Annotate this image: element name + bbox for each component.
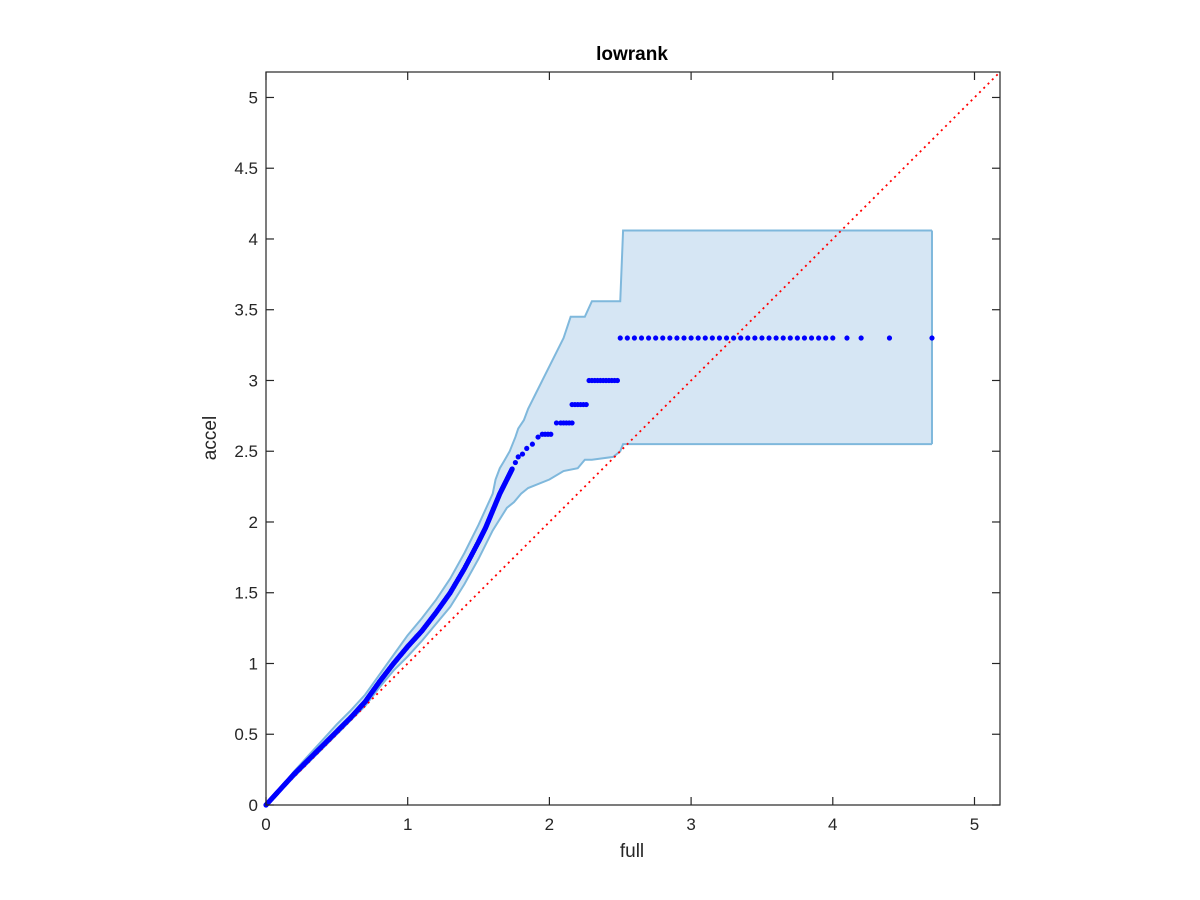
y-axis-label: accel xyxy=(200,416,221,460)
data-point xyxy=(569,420,575,426)
data-point xyxy=(723,335,730,341)
x-tick-label: 4 xyxy=(828,815,837,834)
data-point xyxy=(535,434,541,440)
data-point xyxy=(716,335,723,341)
data-point xyxy=(808,335,815,341)
data-point xyxy=(816,335,822,341)
x-tick-label: 0 xyxy=(261,815,270,834)
tick-labels: 0 1 2 3 4 5 0 0.5 1 1.5 2 2.5 3 3.5 4 4.5 5 xyxy=(234,88,979,834)
data-point xyxy=(512,459,518,466)
plot-frame xyxy=(265,71,1001,806)
data-point xyxy=(631,335,638,341)
y-tick-label: 4.5 xyxy=(234,159,258,178)
data-point xyxy=(752,335,758,341)
reference-diagonal xyxy=(265,71,1001,806)
data-point xyxy=(548,431,554,437)
data-point xyxy=(614,377,621,384)
data-point xyxy=(667,335,673,341)
data-point xyxy=(519,451,526,457)
data-point xyxy=(794,335,800,341)
data-point xyxy=(823,335,829,341)
chart-title: lowrank xyxy=(596,44,668,65)
data-point xyxy=(624,335,630,341)
x-axis-label: full xyxy=(620,841,644,862)
data-point xyxy=(702,335,708,341)
data-point xyxy=(660,335,666,341)
data-point xyxy=(553,420,560,426)
data-point xyxy=(688,335,694,341)
data-point xyxy=(787,335,793,341)
data-point xyxy=(709,335,715,341)
y-tick-label: 3 xyxy=(249,371,258,390)
data-point xyxy=(583,401,589,408)
band-fill xyxy=(266,230,932,806)
data-point xyxy=(886,335,893,341)
data-point xyxy=(515,454,521,460)
x-tick-label: 1 xyxy=(403,815,412,834)
data-point xyxy=(780,335,786,341)
data-point xyxy=(638,335,645,341)
data-point xyxy=(681,335,687,341)
confidence-band xyxy=(265,229,933,806)
x-tick-label: 3 xyxy=(686,815,695,834)
data-point xyxy=(653,335,659,341)
y-tick-label: 5 xyxy=(249,88,258,107)
data-point xyxy=(929,335,935,341)
data-point xyxy=(509,466,515,472)
data-point xyxy=(529,441,535,447)
data-point xyxy=(766,335,772,341)
data-point xyxy=(844,335,850,341)
x-tick-label: 5 xyxy=(970,815,979,834)
y-tick-label: 0 xyxy=(249,796,258,815)
data-point xyxy=(858,335,864,341)
data-point xyxy=(801,335,808,341)
y-tick-label: 2.5 xyxy=(234,442,258,461)
y-tick-label: 2 xyxy=(249,513,258,532)
data-point xyxy=(524,445,530,452)
x-tick-label: 2 xyxy=(545,815,554,834)
reference-line xyxy=(265,71,1001,806)
y-tick-label: 4 xyxy=(249,230,258,249)
data-point xyxy=(759,335,765,341)
data-point xyxy=(773,335,779,341)
data-point xyxy=(674,335,680,341)
data-point xyxy=(745,335,751,341)
band-upper-edge xyxy=(265,229,932,806)
data-point xyxy=(731,335,737,341)
y-tick-label: 1.5 xyxy=(234,584,258,603)
band-lower-edge xyxy=(265,443,932,806)
data-point xyxy=(695,335,701,341)
axes xyxy=(265,71,1001,806)
y-tick-label: 1 xyxy=(249,654,258,673)
data-point xyxy=(645,335,652,341)
y-tick-label: 3.5 xyxy=(234,301,258,320)
data-point xyxy=(617,335,623,341)
data-point xyxy=(738,335,744,341)
data-points xyxy=(263,335,935,808)
y-tick-label: 0.5 xyxy=(234,725,258,744)
data-point xyxy=(830,335,836,341)
